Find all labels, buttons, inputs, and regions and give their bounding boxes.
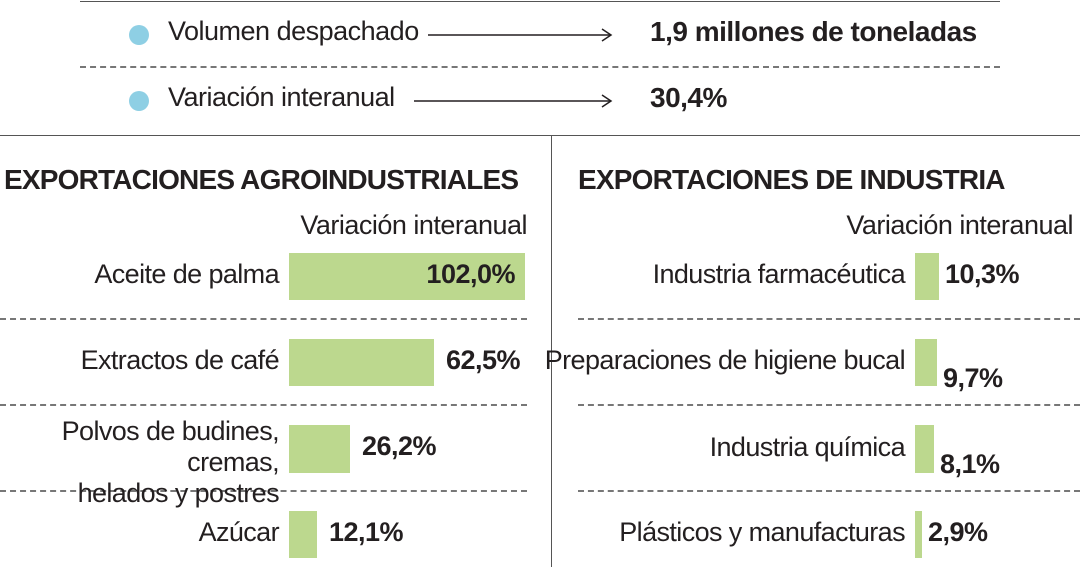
value-label: 8,1%	[940, 449, 1000, 479]
bar	[289, 253, 525, 300]
bar	[289, 339, 434, 386]
summary-value-volume: 1,9 millones de toneladas	[650, 16, 977, 47]
summary-value-variation: 30,4%	[650, 82, 727, 113]
row-divider	[578, 318, 1080, 320]
summary-label-variation: Variación interanual	[168, 82, 395, 112]
bar	[289, 425, 350, 473]
arrow-right-icon	[428, 28, 613, 42]
category-label: Plásticos y manufacturas	[619, 517, 905, 548]
value-header-industria: Variación interanual	[846, 210, 1073, 240]
chart-title-agro: EXPORTACIONES AGROINDUSTRIALES	[4, 164, 519, 195]
value-label: 102,0%	[426, 259, 515, 289]
panel-divider	[551, 135, 552, 567]
bar	[915, 511, 922, 558]
bar	[915, 425, 934, 473]
category-label-line: Azúcar	[198, 517, 280, 547]
arrow-right-icon	[414, 94, 613, 108]
summary-dot-2	[129, 91, 149, 111]
category-label-line: helados y postres	[77, 478, 280, 508]
category-label-line: Aceite de palma	[94, 259, 279, 289]
value-label: 26,2%	[362, 431, 437, 461]
summary-dot-1	[129, 25, 149, 45]
row-divider	[0, 490, 527, 492]
bar	[915, 253, 939, 300]
summary-divider	[80, 66, 1000, 68]
category-label-line: Industria química	[709, 431, 906, 462]
value-label: 9,7%	[943, 363, 1003, 393]
value-header-agro: Variación interanual	[300, 210, 527, 240]
category-label: Industria farmacéutica	[652, 259, 906, 290]
category-label-line: Plásticos y manufacturas	[619, 517, 905, 547]
category-label: Preparaciones de higiene bucal	[544, 345, 906, 376]
row-divider	[0, 318, 527, 320]
category-label-line: Polvos de budines, cremas,	[61, 416, 280, 477]
value-label: 10,3%	[945, 259, 1020, 289]
category-label-line: Extractos de café	[80, 345, 280, 375]
summary-label-volume: Volumen despachado	[168, 16, 419, 46]
row-divider	[0, 404, 527, 406]
row-divider	[578, 404, 1080, 406]
category-label: Industria química	[709, 431, 906, 463]
bar	[915, 339, 937, 386]
category-label-line: Preparaciones de higiene bucal	[544, 345, 906, 375]
category-label-line: Industria farmacéutica	[652, 259, 906, 289]
row-divider	[578, 490, 1080, 492]
category-label: Polvos de budines, cremas, helados y post…	[0, 416, 280, 509]
chart-title-industria: EXPORTACIONES DE INDUSTRIA	[578, 164, 1006, 195]
bar	[289, 511, 317, 558]
value-label: 2,9%	[928, 517, 988, 547]
category-label: Aceite de palma	[94, 259, 279, 290]
top-rule	[80, 1, 1000, 2]
section-rule	[0, 135, 1080, 136]
value-label: 12,1%	[329, 517, 404, 547]
category-label: Azúcar	[198, 517, 280, 548]
value-label: 62,5%	[446, 345, 521, 375]
category-label: Extractos de café	[80, 345, 280, 376]
